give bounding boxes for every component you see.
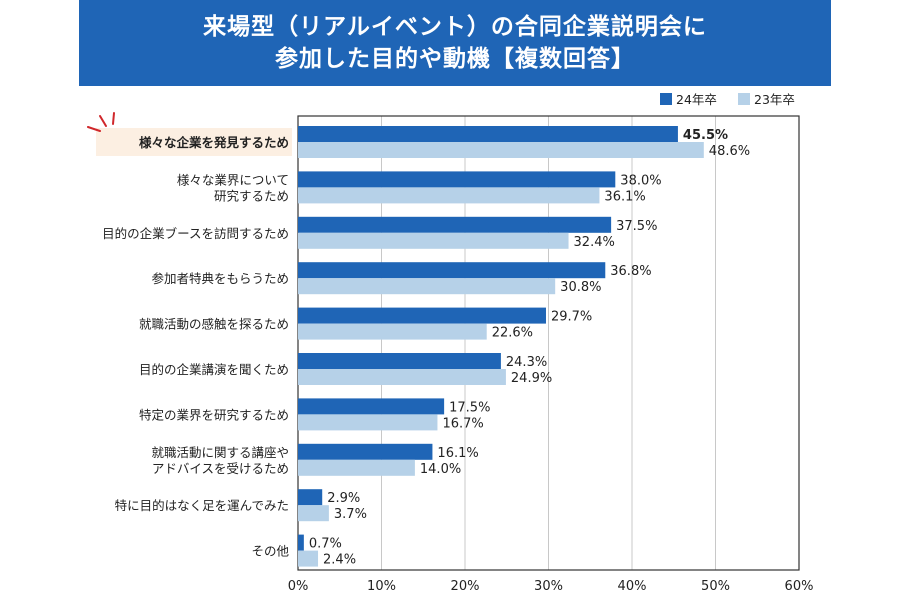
data-label: 37.5%: [616, 219, 657, 234]
category-label: 研究するため: [214, 188, 289, 203]
category-label: アドバイスを受けるため: [152, 461, 289, 476]
bar-23: [298, 369, 506, 385]
category-label: 様々な企業を発見するため: [139, 135, 289, 150]
bar-24: [298, 534, 304, 551]
category-label: 参加者特典をもらうため: [151, 271, 289, 286]
category-label: 目的の企業講演を聞くため: [139, 362, 289, 377]
data-label: 24.3%: [506, 355, 547, 370]
category-label: 就職活動に関する講座や: [151, 445, 289, 460]
data-label: 0.7%: [309, 537, 342, 552]
bar-24: [298, 262, 606, 279]
chart-title-banner: 来場型（リアルイベント）の合同企業説明会に 参加した目的や動機【複数回答】: [79, 0, 831, 86]
x-tick-label: 60%: [785, 579, 814, 594]
bar-23: [298, 323, 487, 340]
data-label: 36.8%: [610, 264, 651, 279]
bar-23: [298, 142, 704, 158]
data-label: 2.9%: [327, 491, 360, 506]
bar-24: [298, 443, 433, 460]
data-label: 36.1%: [604, 189, 645, 204]
x-tick-label: 30%: [534, 579, 563, 594]
data-label: 2.4%: [323, 553, 356, 568]
bar-24: [298, 489, 323, 506]
category-label: 特定の業界を研究するため: [139, 407, 289, 422]
highlight-spark-mark: [112, 112, 115, 125]
x-tick-label: 0%: [288, 579, 309, 594]
x-tick-label: 20%: [451, 579, 480, 594]
bar-23: [298, 414, 438, 431]
data-label: 32.4%: [574, 235, 615, 250]
bar-24: [298, 171, 616, 188]
bar-23: [298, 550, 319, 567]
data-label: 22.6%: [492, 326, 533, 341]
bar-24: [298, 126, 678, 142]
plot-frame: [297, 115, 800, 571]
category-label: 就職活動の感触を探るため: [139, 317, 289, 332]
chart-title-line-2: 参加した目的や動機【複数回答】: [275, 46, 635, 72]
legend-label-24: 24年卒: [676, 92, 717, 107]
legend-swatch-24: [660, 93, 672, 105]
category-label: その他: [251, 544, 289, 559]
data-label: 16.7%: [442, 416, 483, 431]
data-label: 3.7%: [334, 507, 367, 522]
data-label: 17.5%: [449, 400, 490, 415]
legend-label-23: 23年卒: [754, 92, 795, 107]
highlight-spark-mark: [87, 126, 101, 132]
data-label: 45.5%: [683, 128, 728, 143]
category-label: 目的の企業ブースを訪問するため: [102, 226, 289, 241]
bar-24: [298, 307, 546, 324]
category-label: 特に目的はなく足を運んでみた: [115, 498, 289, 513]
bar-23: [298, 505, 329, 522]
data-label: 48.6%: [709, 144, 750, 159]
data-label: 24.9%: [511, 371, 552, 386]
bar-24: [298, 398, 445, 415]
x-tick-label: 50%: [701, 579, 730, 594]
data-label: 30.8%: [560, 280, 601, 295]
bar-23: [298, 278, 556, 295]
x-tick-label: 40%: [618, 579, 647, 594]
x-tick-label: 10%: [367, 579, 396, 594]
bar-23: [298, 232, 569, 249]
legend-swatch-23: [738, 93, 750, 105]
data-label: 38.0%: [620, 173, 661, 188]
bar-23: [298, 459, 415, 476]
highlight-spark-mark: [99, 115, 107, 127]
category-label: 様々な業界について: [177, 172, 289, 187]
bar-24: [298, 216, 612, 233]
bar-24: [298, 353, 501, 369]
data-label: 16.1%: [437, 446, 478, 461]
bar-23: [298, 187, 600, 204]
data-label: 14.0%: [420, 462, 461, 477]
data-label: 29.7%: [551, 310, 592, 325]
chart-title-line-1: 来場型（リアルイベント）の合同企業説明会に: [203, 14, 707, 40]
highlight-label-bg: [96, 128, 292, 156]
